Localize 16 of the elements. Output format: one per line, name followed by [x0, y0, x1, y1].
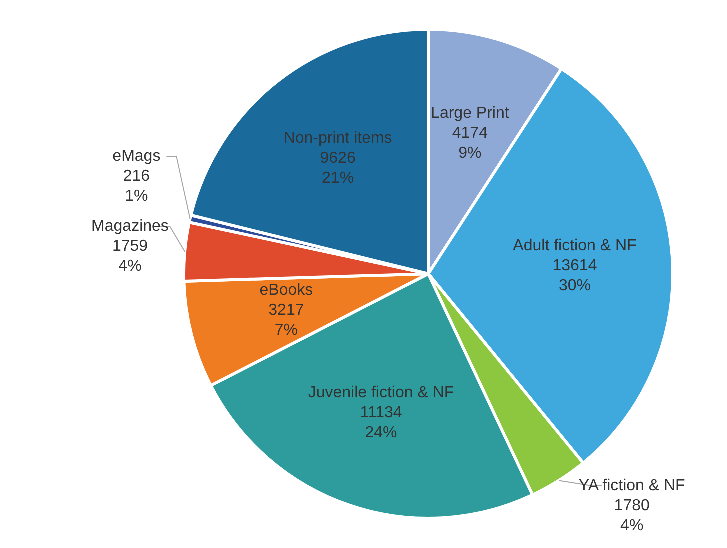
data-label: 9626 21%	[320, 150, 356, 187]
data-label: 216 1%	[123, 168, 150, 206]
slice-label: eBooks	[260, 282, 314, 300]
data-label: 1780 4%	[614, 497, 650, 534]
slice-label: Large Print	[431, 104, 510, 122]
slice-label: Magazines	[92, 218, 169, 236]
slice-label: YA fiction & NF	[578, 477, 686, 494]
data-label: 1759 4%	[112, 238, 148, 276]
slice-label: Adult fiction & NF	[513, 237, 637, 254]
slice-label: eMags	[112, 148, 161, 166]
slice-label: Non-print items	[284, 130, 392, 147]
data-label: 4174 9%	[452, 124, 488, 162]
data-label: 11134 24%	[360, 404, 402, 442]
data-label: 3217 7%	[268, 302, 304, 340]
data-label: 13614 30%	[552, 257, 598, 294]
slice-label: Juvenile fiction & NF	[308, 384, 454, 402]
